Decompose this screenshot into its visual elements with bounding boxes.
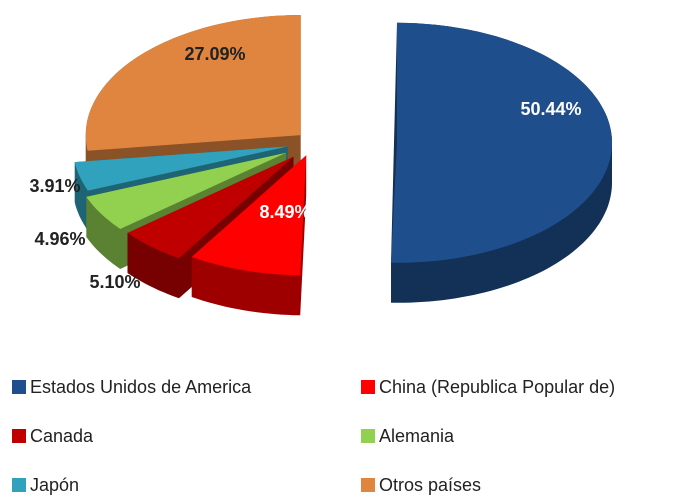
data-label: 4.96% <box>34 229 85 249</box>
legend-label: Estados Unidos de America <box>30 377 252 397</box>
legend-label: Japón <box>30 475 79 495</box>
slice <box>85 15 301 151</box>
slice <box>86 152 287 229</box>
legend-swatch <box>361 380 375 394</box>
data-label: 5.10% <box>89 272 140 292</box>
slice <box>391 22 612 263</box>
legend-label: Otros países <box>379 475 481 495</box>
slice <box>74 146 288 191</box>
legend-swatch <box>361 429 375 443</box>
slice <box>191 155 307 276</box>
data-label: 3.91% <box>29 176 80 196</box>
legend-swatch <box>361 478 375 492</box>
data-label: 8.49% <box>259 202 310 222</box>
data-label: 27.09% <box>184 44 245 64</box>
legend-label: China (Republica Popular de) <box>379 377 615 397</box>
legend-swatch <box>12 380 26 394</box>
data-label: 50.44% <box>520 99 581 119</box>
legend-label: Alemania <box>379 426 455 446</box>
legend-swatch <box>12 478 26 492</box>
legend-swatch <box>12 429 26 443</box>
slice <box>127 156 294 259</box>
legend-label: Canada <box>30 426 94 446</box>
